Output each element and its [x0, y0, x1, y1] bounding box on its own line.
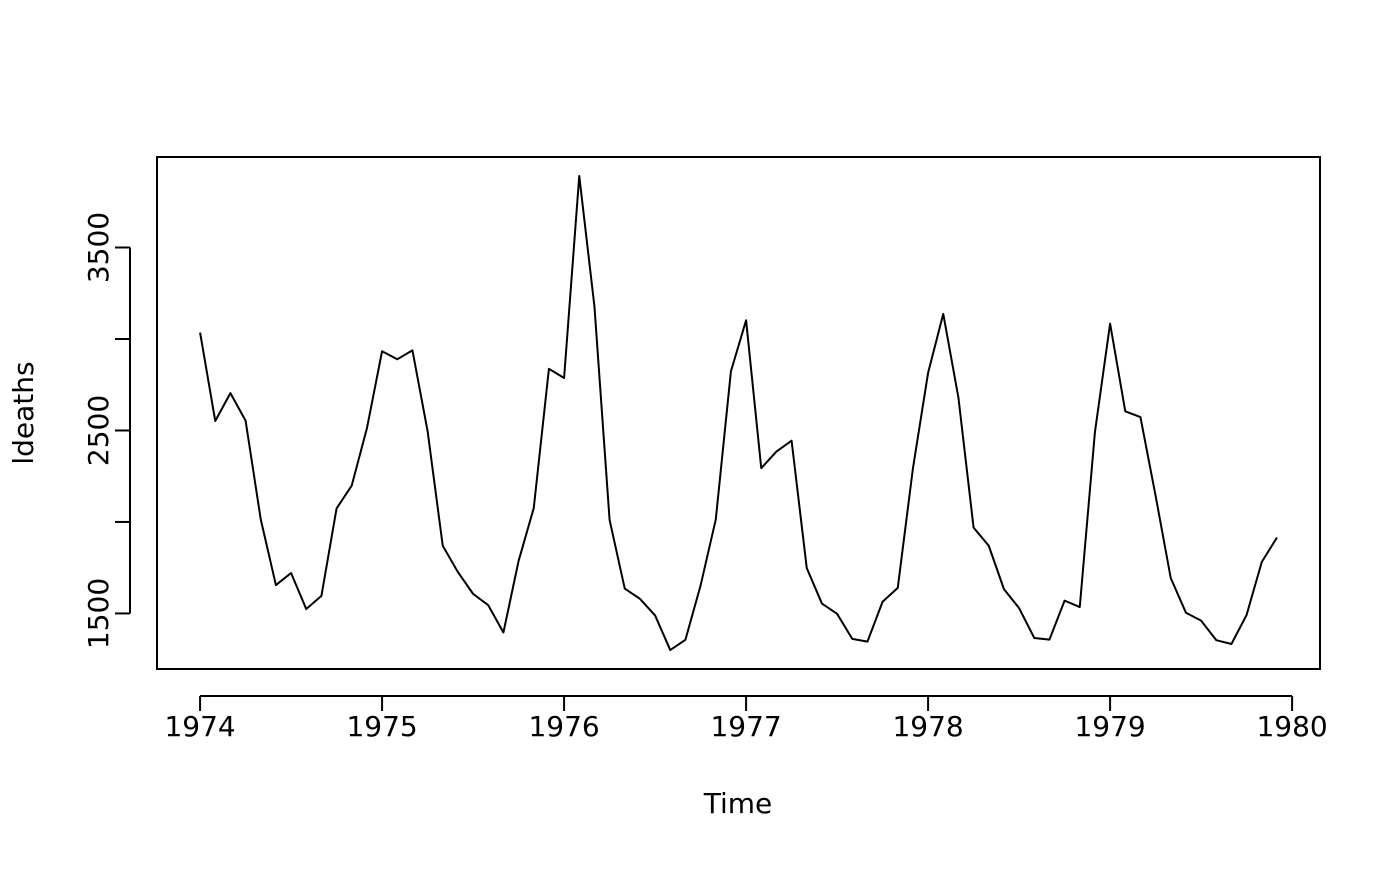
- x-axis-label: Time: [703, 787, 773, 820]
- x-tick-label: 1978: [892, 710, 963, 743]
- x-tick-label: 1974: [164, 710, 235, 743]
- y-tick-label: 3500: [82, 212, 115, 283]
- y-tick-label: 1500: [82, 578, 115, 649]
- x-tick-label: 1976: [528, 710, 599, 743]
- y-tick-label: 2500: [82, 395, 115, 466]
- data-line: [199, 174, 1278, 652]
- x-tick-label: 1980: [1256, 710, 1327, 743]
- y-axis-label: ldeaths: [7, 361, 40, 464]
- x-tick-label: 1977: [710, 710, 781, 743]
- x-tick-label: 1975: [346, 710, 417, 743]
- x-tick-label: 1979: [1074, 710, 1145, 743]
- plot-box: [156, 156, 1321, 670]
